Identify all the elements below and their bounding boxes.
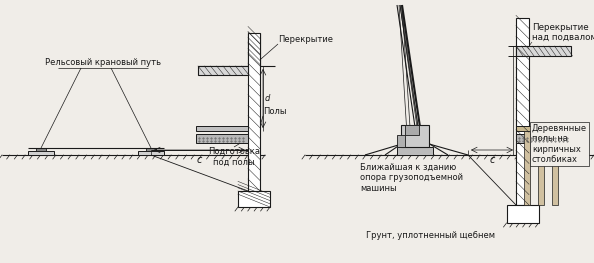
Text: Перекрытие: Перекрытие <box>278 35 333 44</box>
Bar <box>238 191 270 207</box>
Text: Рельсовый крановый путь: Рельсовый крановый путь <box>45 58 161 67</box>
Bar <box>138 151 164 155</box>
Text: d: d <box>265 94 270 103</box>
Bar <box>196 134 248 143</box>
Bar <box>516 126 571 131</box>
Bar <box>524 131 530 205</box>
Bar <box>552 131 558 205</box>
Bar <box>401 125 429 147</box>
Bar <box>516 46 571 56</box>
Bar <box>36 148 46 151</box>
Bar <box>538 131 544 205</box>
Text: Полы: Полы <box>263 107 286 116</box>
Bar <box>405 125 419 135</box>
Bar <box>397 135 405 147</box>
Bar <box>28 151 54 155</box>
Bar <box>198 66 248 75</box>
Bar <box>196 126 248 131</box>
Text: Грунт, уплотненный щебнем: Грунт, уплотненный щебнем <box>365 230 494 240</box>
Bar <box>507 205 539 223</box>
Text: c: c <box>489 155 495 165</box>
Bar <box>397 147 433 155</box>
Bar <box>516 134 571 143</box>
Bar <box>516 18 529 205</box>
Text: Подготовка
под полы: Подготовка под полы <box>208 147 260 166</box>
Text: Перекрытие
над подвалом: Перекрытие над подвалом <box>532 23 594 42</box>
Bar <box>248 33 260 191</box>
Text: c: c <box>197 155 202 165</box>
Text: Деревянные
полы на
кирпичных
столбиках: Деревянные полы на кирпичных столбиках <box>532 124 587 164</box>
Bar <box>146 148 156 151</box>
Text: Ближайшая к зданию
опора грузоподъемной
машины: Ближайшая к зданию опора грузоподъемной … <box>360 163 463 193</box>
